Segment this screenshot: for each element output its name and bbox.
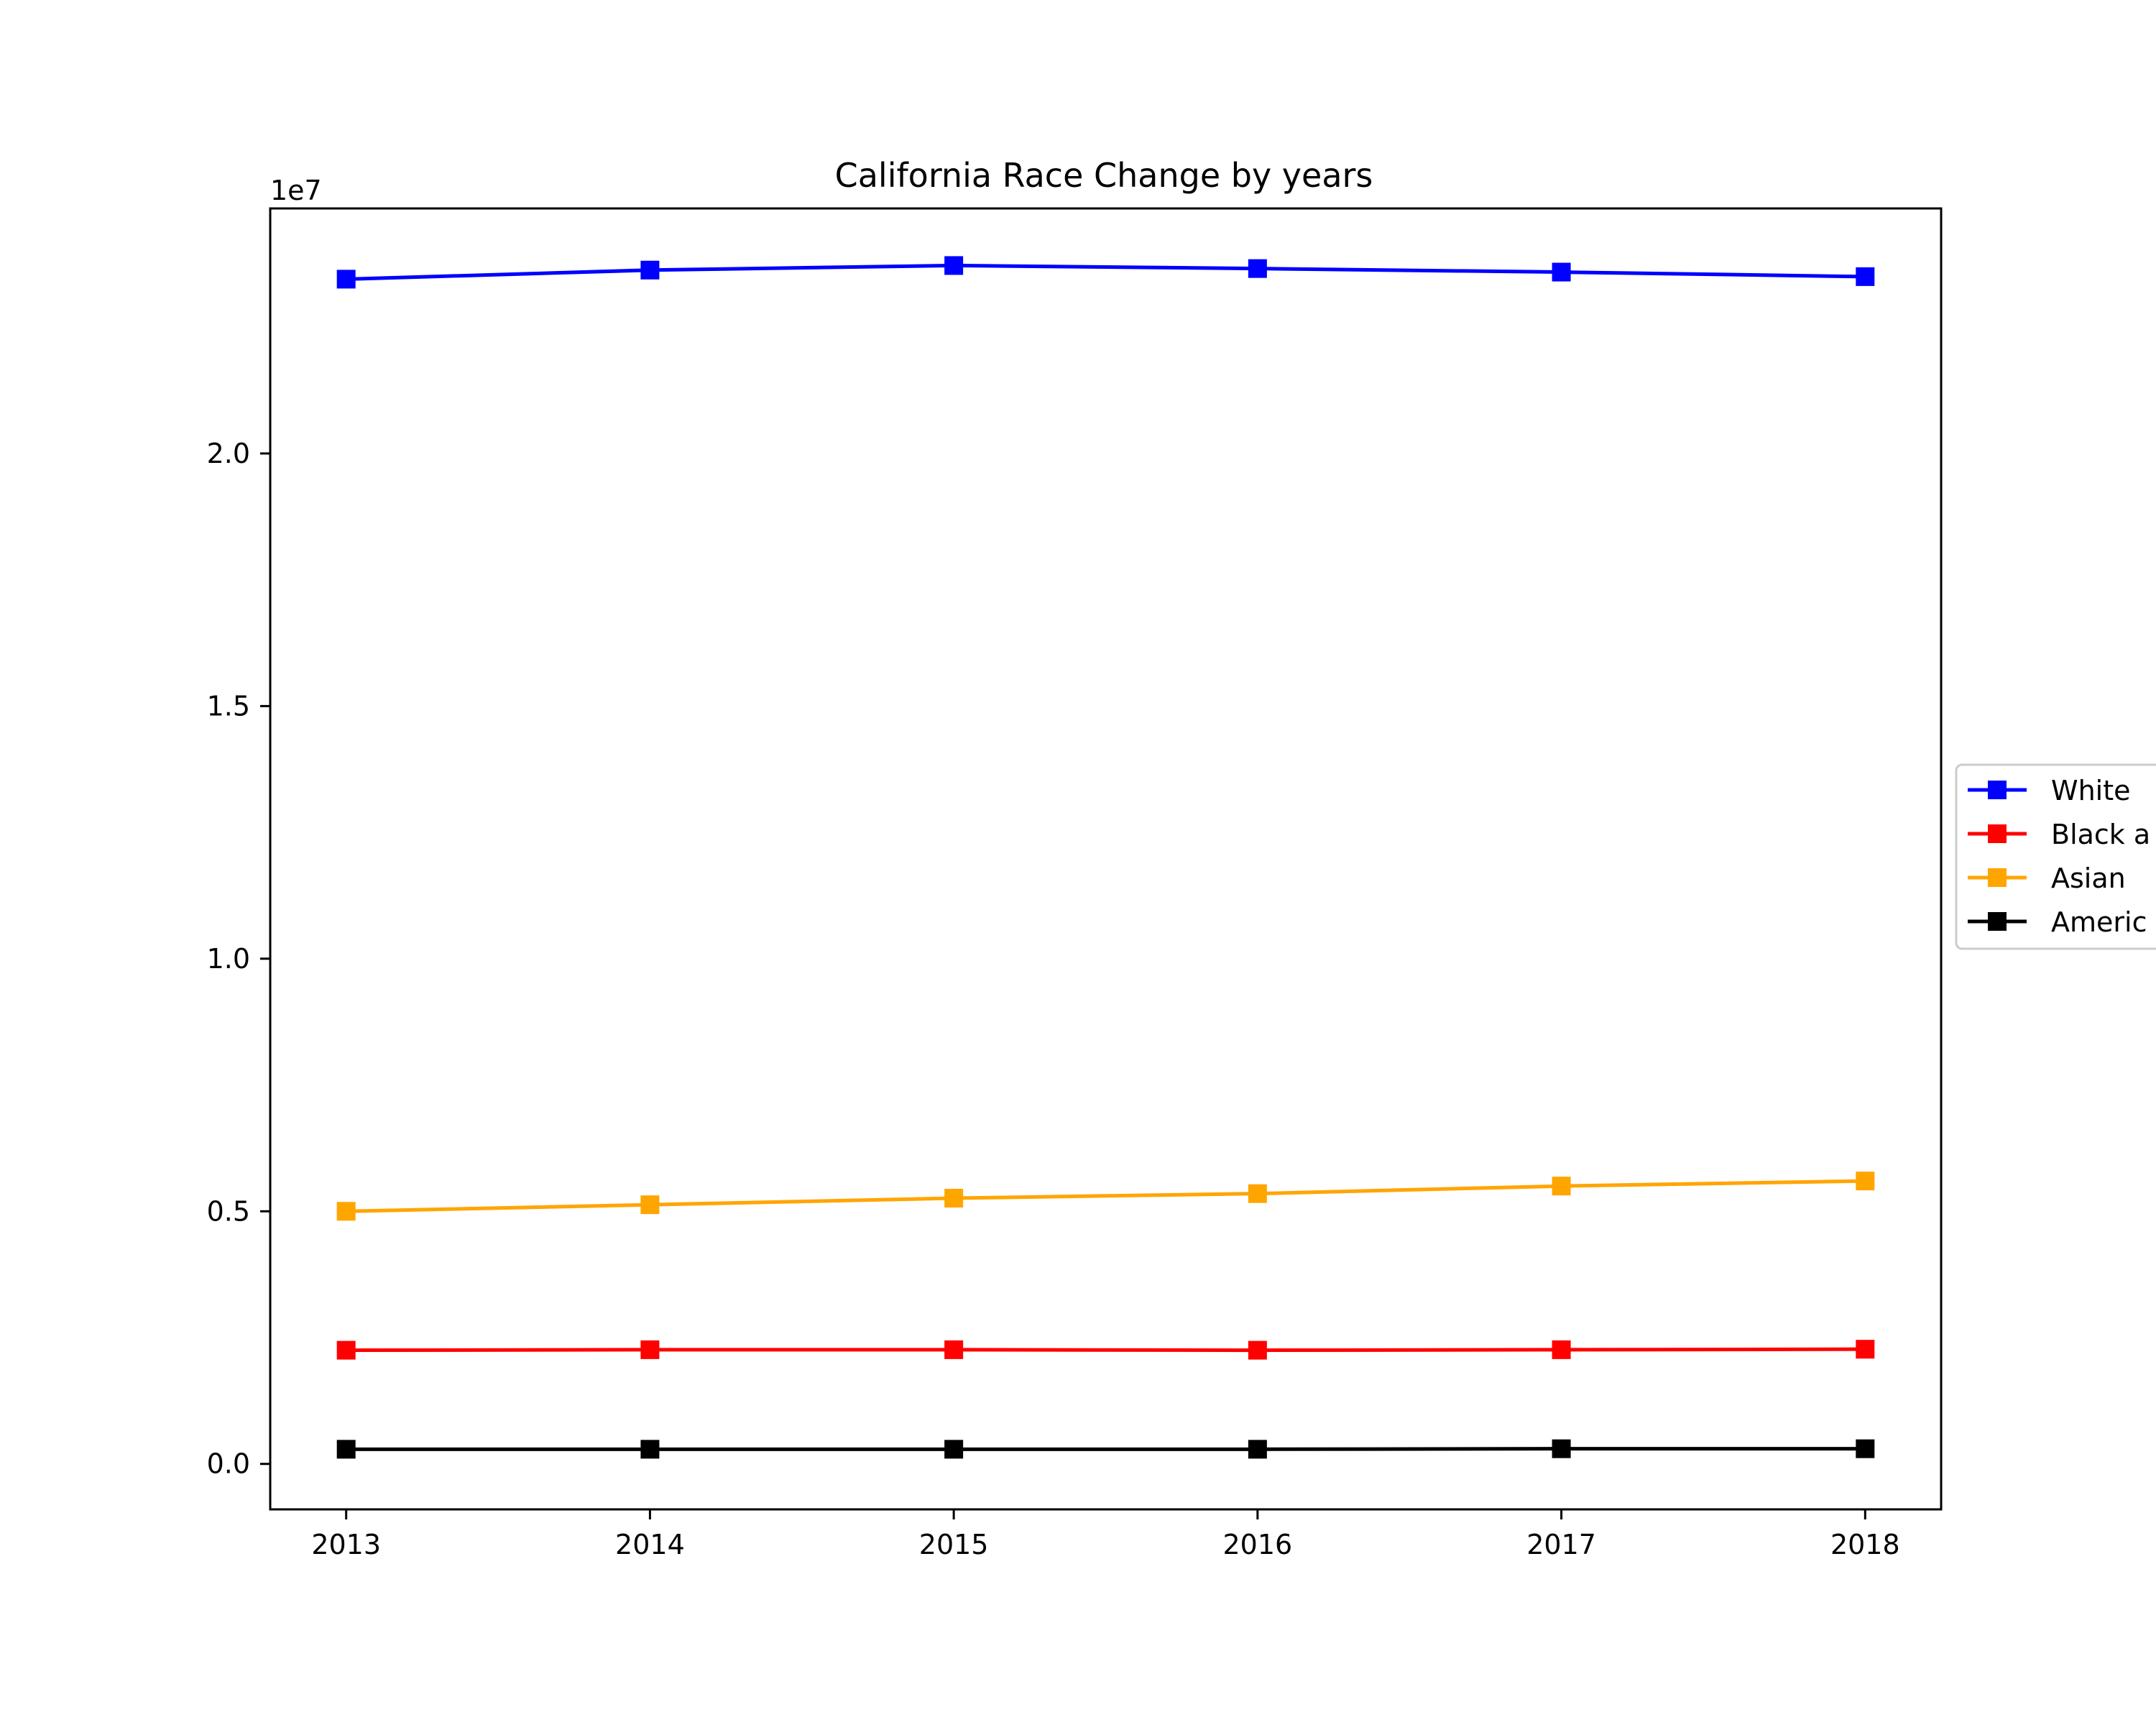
data-point-marker (1856, 1172, 1875, 1191)
data-point-marker (336, 1340, 356, 1360)
legend-entry: Americ (1968, 906, 2147, 938)
plot-frame (269, 207, 1943, 1511)
legend-marker-swatch (1988, 781, 2007, 799)
legend-marker-swatch (1988, 912, 2007, 931)
data-point-marker (1248, 1184, 1267, 1203)
data-point-marker (336, 270, 356, 289)
x-tick-label: 2018 (1830, 1529, 1900, 1560)
data-point-marker (1552, 1439, 1571, 1458)
y-axis-offset-label: 1e7 (270, 175, 322, 206)
data-point-marker (1856, 1340, 1875, 1359)
data-point-marker (944, 1340, 964, 1359)
y-tick-label: 0.5 (207, 1195, 250, 1227)
data-point-marker (1248, 259, 1267, 278)
chart-title: California Race Change by years (835, 156, 1373, 195)
legend-marker-swatch (1988, 868, 2007, 887)
legend-entry: White (1968, 775, 2131, 806)
series-line (346, 1179, 1866, 1213)
legend-label: White (2051, 775, 2131, 806)
data-point-marker (1248, 1340, 1267, 1360)
legend: White Black a Asian Americ (1955, 763, 2156, 950)
x-tick-label: 2016 (1223, 1529, 1293, 1560)
data-point-marker (944, 1440, 964, 1459)
data-point-marker (640, 1340, 660, 1359)
y-tick-label: 1.5 (207, 690, 250, 722)
legend-marker-swatch (1988, 824, 2007, 843)
series-white (336, 256, 1875, 289)
x-tick-label: 2013 (311, 1529, 381, 1560)
series-line (346, 1447, 1866, 1451)
series-black-a (336, 1340, 1875, 1360)
series-asian (336, 1172, 1875, 1221)
legend-entry: Black a (1968, 819, 2150, 850)
data-point-marker (944, 1189, 964, 1208)
plot-area (336, 256, 1875, 1459)
y-tick-label: 2.0 (207, 438, 250, 469)
data-point-marker (1552, 262, 1571, 282)
x-tick-label: 2017 (1526, 1529, 1596, 1560)
series-line (346, 1347, 1866, 1353)
legend-box (1955, 763, 2156, 950)
legend-label: Asian (2051, 862, 2126, 894)
data-point-marker (1552, 1340, 1571, 1359)
x-tick-label: 2014 (615, 1529, 685, 1560)
legend-label: Americ (2051, 906, 2147, 938)
axes: 2013 2014 2015 2016 2017 2018 0.0 0.5 1.0 1.5 2.0 (207, 438, 1900, 1560)
data-point-marker (640, 260, 660, 280)
data-point-marker (1552, 1177, 1571, 1196)
data-point-marker (336, 1440, 356, 1459)
series-americ (336, 1439, 1875, 1459)
data-point-marker (1856, 1439, 1875, 1458)
y-tick-label: 0.0 (207, 1448, 250, 1480)
data-point-marker (1248, 1440, 1267, 1459)
legend-label: Black a (2051, 819, 2150, 850)
data-point-marker (944, 256, 964, 275)
data-point-marker (640, 1195, 660, 1215)
data-point-marker (640, 1440, 660, 1459)
y-tick-label: 1.0 (207, 943, 250, 975)
data-point-marker (1856, 267, 1875, 286)
x-tick-label: 2015 (919, 1529, 989, 1560)
legend-entry: Asian (1968, 862, 2126, 894)
data-point-marker (336, 1202, 356, 1221)
series-line (346, 263, 1866, 281)
